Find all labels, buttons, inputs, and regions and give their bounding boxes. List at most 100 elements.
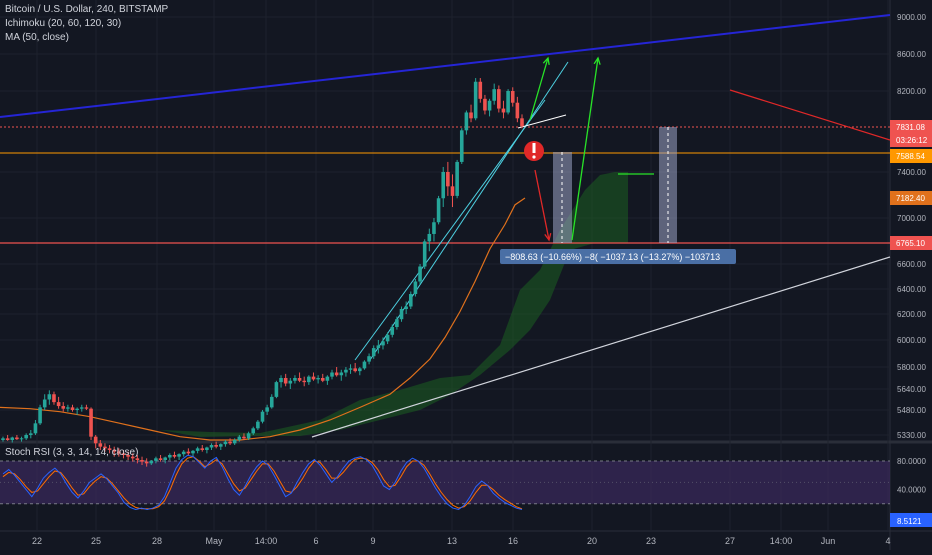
price-label: 7182.40 bbox=[896, 194, 925, 203]
candle-body bbox=[279, 378, 283, 383]
candle-body bbox=[42, 399, 47, 408]
candle-body bbox=[10, 437, 15, 440]
candle-body bbox=[469, 112, 473, 119]
red-trend-line bbox=[729, 89, 891, 141]
candle-body bbox=[24, 435, 28, 439]
candle-body bbox=[66, 407, 70, 409]
blue-trend-line bbox=[0, 14, 891, 118]
price-label-box bbox=[890, 120, 932, 134]
candle-body bbox=[61, 406, 66, 409]
candle-body bbox=[29, 433, 33, 435]
y-tick-label: 8200.00 bbox=[897, 87, 926, 96]
rsi-current-label: 8.5121 bbox=[897, 517, 922, 526]
candle-body bbox=[515, 102, 520, 119]
candle-body bbox=[228, 441, 232, 444]
legend-ma: MA (50, close) bbox=[5, 32, 69, 43]
x-tick-label: May bbox=[205, 536, 223, 546]
grid bbox=[0, 0, 890, 530]
candle-body bbox=[455, 161, 459, 196]
candle-body bbox=[172, 455, 177, 457]
candle-body bbox=[84, 407, 89, 409]
red-arrow-head bbox=[544, 233, 552, 242]
stoch-d-line bbox=[2, 456, 523, 510]
candle-body bbox=[154, 458, 158, 461]
candle-body bbox=[348, 368, 353, 370]
candle-body bbox=[459, 130, 464, 162]
candle-body bbox=[497, 89, 501, 109]
legend-symbol: Bitcoin / U.S. Dollar, 240, BITSTAMP bbox=[5, 4, 169, 15]
candle-body bbox=[79, 407, 84, 409]
x-tick-label: 14:00 bbox=[255, 536, 278, 546]
measure-label-box bbox=[500, 249, 736, 264]
rsi-value-box bbox=[890, 513, 932, 527]
x-tick-label: 14:00 bbox=[770, 536, 793, 546]
candle-body bbox=[251, 428, 256, 434]
candle-body bbox=[38, 407, 42, 424]
candle-body bbox=[418, 266, 422, 282]
candle-body bbox=[200, 448, 205, 450]
ichimoku-cloud-area bbox=[160, 172, 628, 437]
x-tick-label: 9 bbox=[370, 536, 375, 546]
x-tick-label: 13 bbox=[447, 536, 457, 546]
rsi-tick-label: 40.0000 bbox=[897, 486, 926, 495]
candle-body bbox=[325, 376, 330, 381]
price-label-box bbox=[890, 133, 932, 147]
candle-body bbox=[260, 411, 265, 422]
y-tick-label: 6200.00 bbox=[897, 310, 926, 319]
axis-labels: 9000.00 8600.00 8200.00 7400.00 7000.00 6600.… bbox=[32, 13, 932, 546]
neck-line bbox=[517, 114, 567, 129]
stoch-rsi-lines bbox=[2, 454, 523, 511]
candle-body bbox=[269, 396, 274, 408]
measure-box-2 bbox=[659, 127, 677, 243]
candle-body bbox=[446, 172, 450, 187]
y-tick-label: 5800.00 bbox=[897, 363, 926, 372]
measure-box-1 bbox=[553, 152, 572, 243]
candle-body bbox=[487, 100, 492, 111]
green-arrow-1-head bbox=[542, 56, 550, 66]
candle-body bbox=[218, 444, 223, 447]
candles bbox=[1, 78, 524, 467]
candle-body bbox=[135, 458, 140, 460]
candle-body bbox=[376, 345, 381, 349]
drawings bbox=[0, 14, 891, 441]
white-trend-line bbox=[311, 256, 891, 438]
candle-body bbox=[5, 438, 10, 440]
candle-body bbox=[158, 458, 163, 460]
candle-body bbox=[112, 450, 117, 452]
candle-body bbox=[15, 437, 19, 440]
candle-body bbox=[492, 89, 496, 101]
candle-body bbox=[422, 241, 427, 267]
candle-body bbox=[399, 309, 404, 320]
candle-body bbox=[181, 451, 186, 455]
candle-body bbox=[195, 448, 200, 451]
candle-body bbox=[274, 382, 279, 397]
candle-body bbox=[339, 372, 344, 376]
candle-body bbox=[441, 172, 446, 199]
candle-body bbox=[237, 436, 242, 440]
y-tick-label: 5330.00 bbox=[897, 431, 926, 440]
annotations: −808.63 (−10.66%) −8( −1037.13 (−13.27%)… bbox=[500, 56, 736, 264]
x-tick-label: 22 bbox=[32, 536, 42, 546]
y-tick-label: 5640.00 bbox=[897, 385, 926, 394]
x-tick-label: 20 bbox=[587, 536, 597, 546]
candle-body bbox=[362, 361, 367, 369]
x-tick-label: 4 bbox=[885, 536, 890, 546]
candle-body bbox=[177, 454, 181, 457]
green-arrow-2-shaft bbox=[571, 57, 599, 241]
candle-body bbox=[107, 448, 112, 450]
candle-body bbox=[246, 433, 251, 439]
price-label: 7831.08 bbox=[896, 123, 925, 132]
price-label: 03:26:12 bbox=[896, 136, 928, 145]
candle-body bbox=[70, 407, 75, 410]
y-tick-label: 9000.00 bbox=[897, 13, 926, 22]
candle-body bbox=[520, 118, 524, 127]
candle-body bbox=[191, 450, 195, 454]
candle-body bbox=[214, 445, 218, 447]
candle-body bbox=[242, 436, 246, 439]
legend-ichimoku: Ichimoku (20, 60, 120, 30) bbox=[5, 18, 122, 29]
candle-body bbox=[103, 446, 107, 449]
candle-body bbox=[186, 451, 191, 454]
candle-body bbox=[144, 461, 149, 464]
candle-body bbox=[302, 380, 307, 383]
